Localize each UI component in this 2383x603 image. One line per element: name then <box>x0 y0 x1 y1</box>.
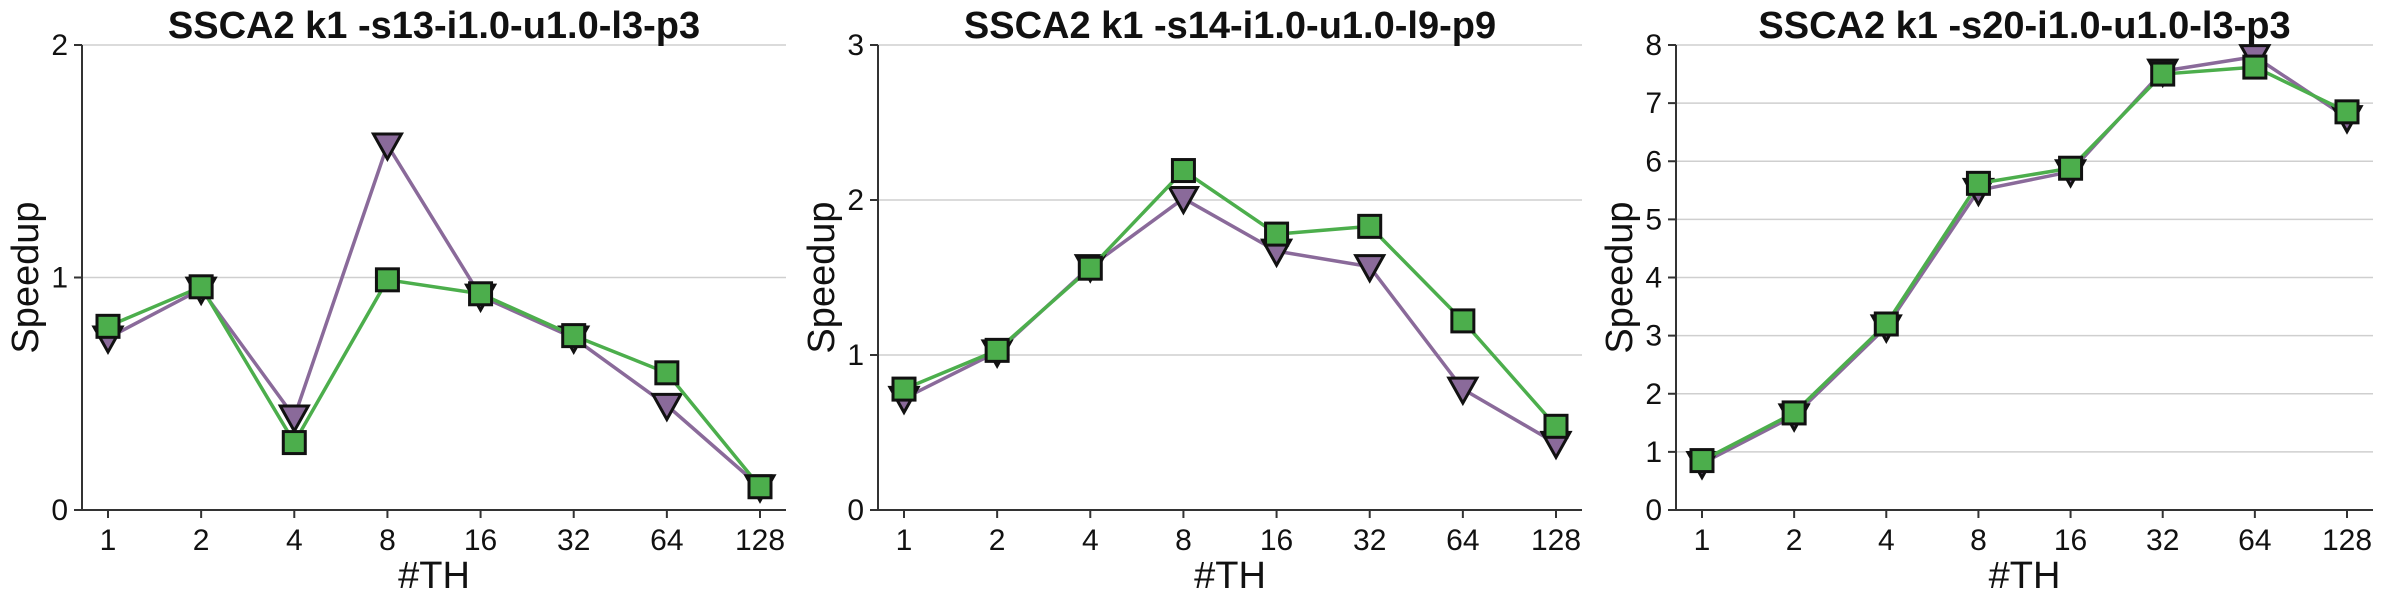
data-point-square <box>1543 413 1569 439</box>
x-tick-label: 128 <box>735 524 785 557</box>
data-point-triangle <box>650 392 684 423</box>
x-tick-label: 16 <box>464 524 497 557</box>
data-point-square <box>468 281 494 307</box>
x-tick-label: 8 <box>379 524 396 557</box>
data-point-square <box>747 474 773 500</box>
y-axis-label: Speedup <box>801 201 843 353</box>
data-point-square <box>2334 99 2360 125</box>
x-tick-label: 4 <box>1082 524 1099 557</box>
x-tick-label: 128 <box>2322 524 2372 557</box>
x-tick-label: 1 <box>896 524 913 557</box>
x-tick-label: 4 <box>1878 524 1895 557</box>
x-tick-label: 1 <box>1694 524 1711 557</box>
y-axis-label: Speedup <box>1599 201 1641 353</box>
chart-title: SSCA2 k1 -s14-i1.0-u1.0-l9-p9 <box>964 5 1496 47</box>
data-point-square <box>1077 255 1103 281</box>
data-point-square <box>1264 221 1290 247</box>
data-point-square <box>1689 448 1715 474</box>
data-point-square <box>1450 308 1476 334</box>
x-axis-label: #TH <box>1194 555 1266 597</box>
x-axis-label: #TH <box>398 555 470 597</box>
y-tick-label: 0 <box>847 494 864 527</box>
data-point-square <box>1170 158 1196 184</box>
data-point-triangle <box>370 132 404 163</box>
data-point-square <box>95 313 121 339</box>
x-tick-label: 16 <box>1260 524 1293 557</box>
series-square <box>891 158 1569 439</box>
series-line <box>107 278 762 488</box>
y-tick-label: 2 <box>1645 378 1662 411</box>
series-line <box>107 143 762 489</box>
x-tick-label: 8 <box>1175 524 1192 557</box>
x-tick-label: 32 <box>2146 524 2179 557</box>
y-tick-label: 4 <box>1645 262 1662 295</box>
data-point-square <box>891 376 917 402</box>
y-tick-label: 0 <box>51 494 68 527</box>
x-tick-label: 8 <box>1970 524 1987 557</box>
data-point-triangle <box>1353 254 1387 284</box>
data-point-square <box>2058 155 2084 181</box>
series-line <box>1701 54 2348 466</box>
data-point-triangle <box>1446 376 1480 407</box>
x-tick-label: 4 <box>286 524 303 557</box>
data-point-square <box>984 337 1010 363</box>
x-tick-label: 2 <box>1786 524 1803 557</box>
x-tick-label: 2 <box>193 524 210 557</box>
data-point-square <box>1873 311 1899 337</box>
y-tick-label: 1 <box>1645 436 1662 469</box>
data-point-square <box>281 430 307 456</box>
x-tick-label: 64 <box>1446 524 1479 557</box>
data-point-square <box>1965 170 1991 196</box>
x-tick-label: 32 <box>557 524 590 557</box>
data-point-square <box>654 360 680 386</box>
data-point-square <box>561 323 587 349</box>
y-tick-label: 5 <box>1645 203 1662 236</box>
series-line <box>903 168 1558 428</box>
y-tick-label: 3 <box>1645 320 1662 353</box>
data-point-square <box>2150 61 2176 87</box>
series-square <box>95 267 773 500</box>
y-tick-label: 6 <box>1645 145 1662 178</box>
x-tick-label: 1 <box>100 524 117 557</box>
series-square <box>1689 54 2360 474</box>
x-tick-label: 64 <box>650 524 683 557</box>
x-tick-label: 128 <box>1531 524 1581 557</box>
data-point-square <box>188 274 214 300</box>
y-tick-label: 2 <box>847 184 864 217</box>
y-tick-label: 7 <box>1645 87 1662 120</box>
y-axis-label: Speedup <box>5 201 47 353</box>
data-point-triangle <box>1166 185 1200 216</box>
y-tick-label: 8 <box>1645 29 1662 62</box>
chart-title: SSCA2 k1 -s20-i1.0-u1.0-l3-p3 <box>1758 5 2290 47</box>
chart-title: SSCA2 k1 -s13-i1.0-u1.0-l3-p3 <box>168 5 700 47</box>
x-axis-label: #TH <box>1989 555 2061 597</box>
data-point-square <box>1781 400 1807 426</box>
y-tick-label: 0 <box>1645 494 1662 527</box>
y-tick-label: 1 <box>51 262 68 295</box>
x-tick-label: 64 <box>2238 524 2271 557</box>
data-point-triangle <box>277 404 311 435</box>
series-line <box>1701 65 2348 463</box>
y-tick-label: 1 <box>847 339 864 372</box>
x-tick-label: 2 <box>989 524 1006 557</box>
x-tick-label: 32 <box>1353 524 1386 557</box>
x-tick-label: 16 <box>2054 524 2087 557</box>
y-tick-label: 3 <box>847 29 864 62</box>
data-point-square <box>1357 213 1383 239</box>
data-point-square <box>2242 54 2268 80</box>
y-tick-label: 2 <box>51 29 68 62</box>
series-triangle-down <box>91 132 777 504</box>
data-point-square <box>374 267 400 293</box>
